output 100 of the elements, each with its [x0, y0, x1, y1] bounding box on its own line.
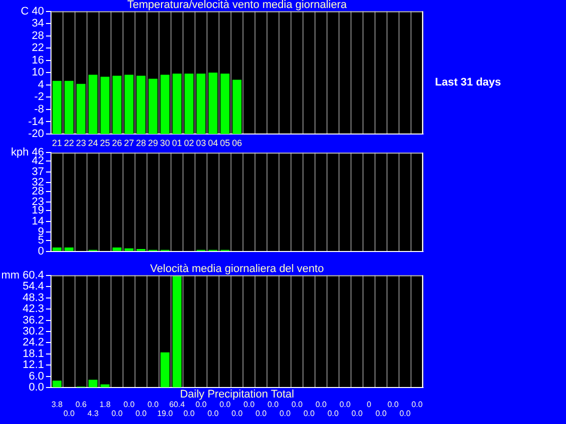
y-tick-label: 36.2	[22, 314, 44, 326]
y-tick-label: 22	[32, 42, 44, 54]
y-tick-label: 60.4	[22, 269, 44, 282]
x-tick-label: 22	[64, 138, 74, 148]
data-label: 0.0	[315, 400, 328, 409]
bar	[124, 74, 134, 134]
x-tick-label: 05	[220, 138, 230, 148]
y-tick-label: 28	[32, 30, 44, 42]
y-axis-title: C	[20, 5, 29, 18]
data-label: 0.0	[207, 408, 220, 418]
data-label: 0.0	[243, 400, 256, 409]
y-tick-label: 4	[38, 78, 44, 91]
y-tick-label: 34	[32, 18, 44, 30]
x-tick-label: 26	[112, 138, 122, 148]
bar	[172, 275, 182, 388]
y-tick-label: 12.1	[22, 359, 44, 372]
data-label: 0.0	[303, 408, 316, 418]
data-label: 3.8	[51, 400, 64, 409]
bar	[208, 72, 218, 134]
x-tick-label: 25	[100, 138, 110, 148]
x-tick-label: 30	[160, 138, 170, 148]
bar	[160, 352, 170, 388]
data-label: 0.0	[195, 400, 208, 409]
x-tick-label: 01	[172, 138, 182, 148]
y-tick-label: 40	[32, 5, 44, 18]
y-tick-label: 48.3	[22, 292, 44, 304]
data-label: 0.0	[135, 408, 148, 418]
data-label: 0.0	[411, 400, 424, 409]
bar	[232, 80, 242, 134]
bar	[112, 76, 122, 134]
y-tick-label: -20	[28, 128, 44, 140]
y-tick-label: 16	[32, 54, 44, 66]
bar	[52, 80, 62, 134]
bar	[76, 84, 86, 134]
data-label: 19.0	[157, 408, 174, 418]
y-tick-label: 30.2	[22, 326, 44, 338]
data-label: 0.0	[327, 408, 340, 418]
y-tick-label: 14	[32, 215, 44, 228]
bar	[64, 80, 74, 134]
data-label: 0.0	[63, 408, 76, 418]
y-tick-label: 0.0	[28, 382, 44, 394]
x-tick-label: 28	[136, 138, 146, 148]
x-tick-label: 29	[148, 138, 158, 148]
y-tick-label: 24.2	[22, 336, 44, 349]
data-label: 0.0	[123, 400, 136, 409]
data-label: 0.0	[183, 408, 196, 418]
bar	[184, 74, 194, 134]
data-label: 0.0	[147, 400, 160, 409]
y-axis-title: mm	[1, 269, 20, 282]
x-tick-label: 24	[88, 138, 98, 148]
bar	[88, 74, 98, 134]
y-tick-label: 5	[38, 234, 44, 247]
y-tick-label: -2	[34, 91, 44, 104]
data-label: 1.8	[99, 400, 112, 409]
x-tick-label: 03	[196, 138, 206, 148]
bar	[196, 74, 206, 134]
data-label: 0.0	[387, 400, 400, 409]
data-label: 4.3	[87, 408, 100, 418]
y-tick-label: 28	[32, 185, 44, 198]
y-tick-label: 10	[32, 66, 44, 79]
data-label: 0	[366, 400, 372, 409]
data-label: 0.0	[231, 408, 244, 418]
bar	[100, 76, 110, 134]
data-label: 0.0	[375, 408, 388, 418]
y-tick-label: 37	[32, 166, 44, 178]
y-tick-label: 0	[38, 245, 44, 258]
y-tick-label: 18.1	[22, 348, 44, 360]
x-axis-title: Daily Precipitation Total	[180, 388, 294, 401]
data-label: 0.0	[351, 408, 364, 418]
chart-title: Temperatura/velocità vento media giornaliera	[127, 0, 348, 11]
x-tick-label: 02	[184, 138, 194, 148]
x-tick-label: 23	[76, 138, 86, 148]
bar	[160, 74, 170, 134]
text: Last 31 days	[435, 76, 502, 89]
y-tick-label: -8	[34, 103, 44, 116]
x-tick-label: 21	[52, 138, 62, 148]
y-tick-label: 54.4	[22, 280, 44, 292]
x-tick-label: 06	[232, 138, 242, 148]
bar	[88, 380, 98, 388]
data-label: 0.0	[279, 408, 292, 418]
y-tick-label: -14	[28, 116, 44, 128]
bar	[148, 78, 158, 134]
y-tick-label: 42.3	[22, 303, 44, 316]
data-label: 60.4	[169, 400, 186, 409]
data-label: 0.0	[255, 408, 268, 418]
data-label: 0.0	[339, 400, 352, 409]
x-tick-label: 04	[208, 138, 218, 148]
data-label: 0.0	[267, 400, 280, 409]
x-tick-label: 27	[124, 138, 134, 148]
bar	[220, 74, 230, 134]
data-label: 0.0	[111, 408, 124, 418]
y-axis-title: kph	[11, 146, 29, 159]
data-label: 0.6	[75, 400, 88, 409]
chart-title: Velocità media giornaliera del vento	[150, 262, 324, 275]
data-label: 0.0	[291, 400, 304, 409]
data-label: 0.0	[219, 400, 232, 409]
bar	[172, 74, 182, 134]
data-label: 0.0	[399, 408, 412, 418]
bar	[136, 76, 146, 134]
bar	[52, 380, 62, 388]
